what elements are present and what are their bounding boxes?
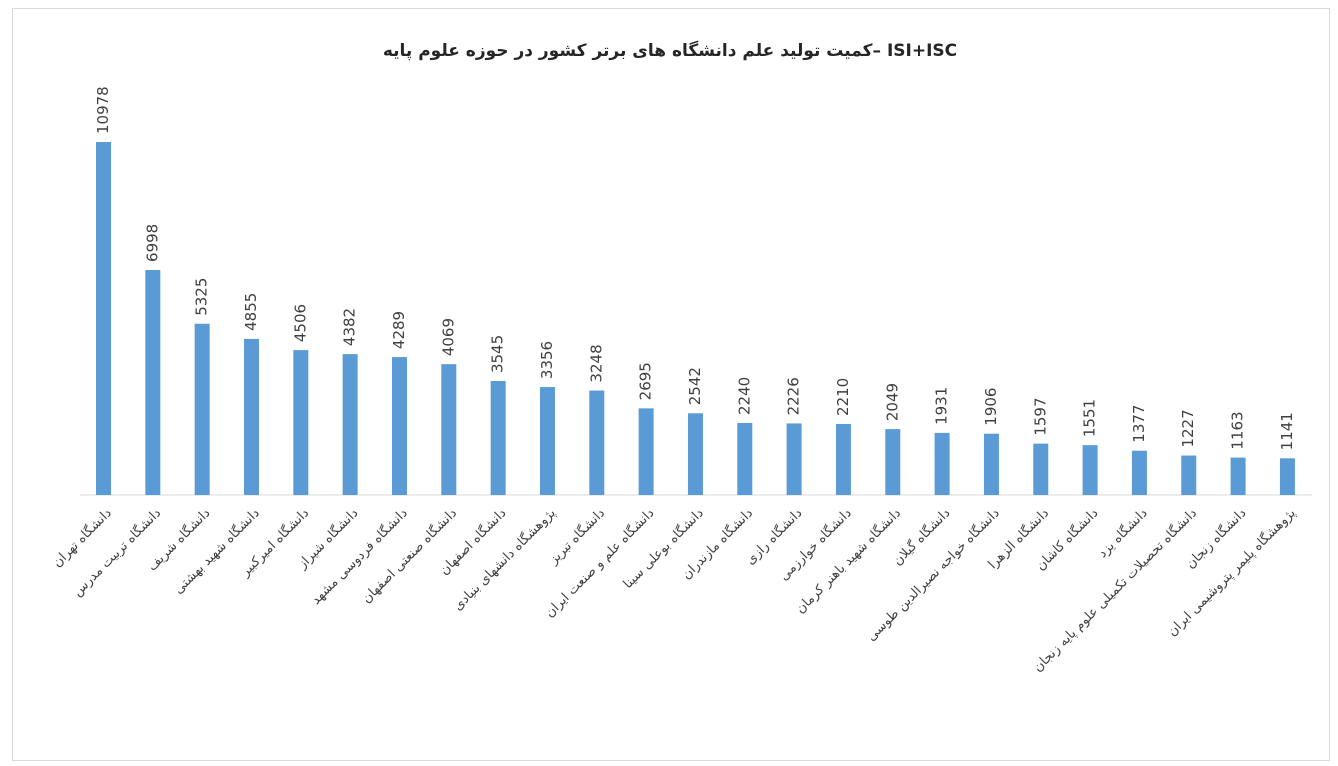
value-label: 1597 bbox=[1031, 397, 1049, 435]
value-label: 3356 bbox=[538, 341, 556, 379]
value-label: 3248 bbox=[587, 344, 605, 382]
bar bbox=[1279, 458, 1295, 495]
value-label: 4289 bbox=[390, 311, 408, 349]
value-label: 4069 bbox=[439, 318, 457, 356]
value-label: 2695 bbox=[637, 362, 655, 400]
bar bbox=[194, 323, 210, 495]
bar bbox=[145, 269, 161, 495]
bar bbox=[737, 422, 753, 495]
bar bbox=[342, 354, 358, 495]
value-label: 6998 bbox=[143, 224, 161, 262]
bar bbox=[687, 413, 703, 495]
bar bbox=[983, 433, 999, 495]
value-label: 4855 bbox=[242, 293, 260, 331]
bar bbox=[1131, 450, 1147, 495]
value-label: 1163 bbox=[1229, 411, 1247, 449]
bar bbox=[1230, 457, 1246, 495]
value-label: 1141 bbox=[1278, 412, 1296, 450]
bar bbox=[293, 350, 309, 495]
value-label: 5325 bbox=[193, 278, 211, 316]
bar bbox=[539, 387, 555, 495]
value-label: 1377 bbox=[1130, 405, 1148, 443]
bar bbox=[835, 423, 851, 495]
bar bbox=[1082, 445, 1098, 495]
bar bbox=[1181, 455, 1197, 495]
bar bbox=[638, 408, 654, 495]
bar bbox=[243, 338, 259, 495]
value-label: 1906 bbox=[982, 388, 1000, 426]
bar bbox=[885, 429, 901, 495]
value-label: 2210 bbox=[834, 378, 852, 416]
value-label: 4506 bbox=[291, 304, 309, 342]
chart-border bbox=[12, 8, 1330, 761]
value-label: 4382 bbox=[341, 308, 359, 346]
bar bbox=[441, 364, 457, 495]
bar bbox=[934, 432, 950, 495]
value-label: 2049 bbox=[883, 383, 901, 421]
value-label: 1551 bbox=[1081, 399, 1099, 437]
value-label: 2542 bbox=[686, 367, 704, 405]
bar bbox=[490, 381, 506, 495]
bar bbox=[589, 390, 605, 495]
value-label: 10978 bbox=[94, 86, 112, 134]
bar bbox=[391, 357, 407, 495]
value-label: 1227 bbox=[1179, 409, 1197, 447]
value-label: 1931 bbox=[933, 387, 951, 425]
value-label: 2226 bbox=[785, 377, 803, 415]
bar bbox=[1033, 443, 1049, 495]
bar bbox=[96, 142, 111, 495]
value-label: 3545 bbox=[489, 335, 507, 373]
bar bbox=[786, 423, 802, 495]
chart-title: کمیت تولید علم دانشگاه های برتر کشور در … bbox=[383, 40, 957, 61]
value-label: 2240 bbox=[735, 377, 753, 415]
